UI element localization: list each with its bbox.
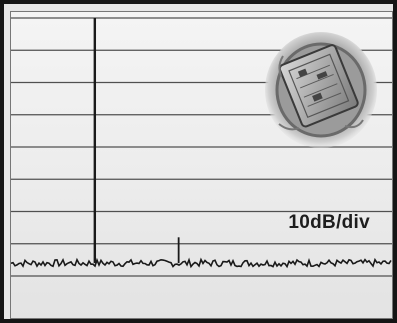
spectrum-trace (11, 257, 392, 269)
spectrum-plot (11, 17, 392, 277)
ic-chip-photo-icon (265, 32, 377, 148)
spectrum-screen: 10dB/div (10, 11, 393, 319)
y-scale-label: 10dB/div (288, 212, 370, 233)
